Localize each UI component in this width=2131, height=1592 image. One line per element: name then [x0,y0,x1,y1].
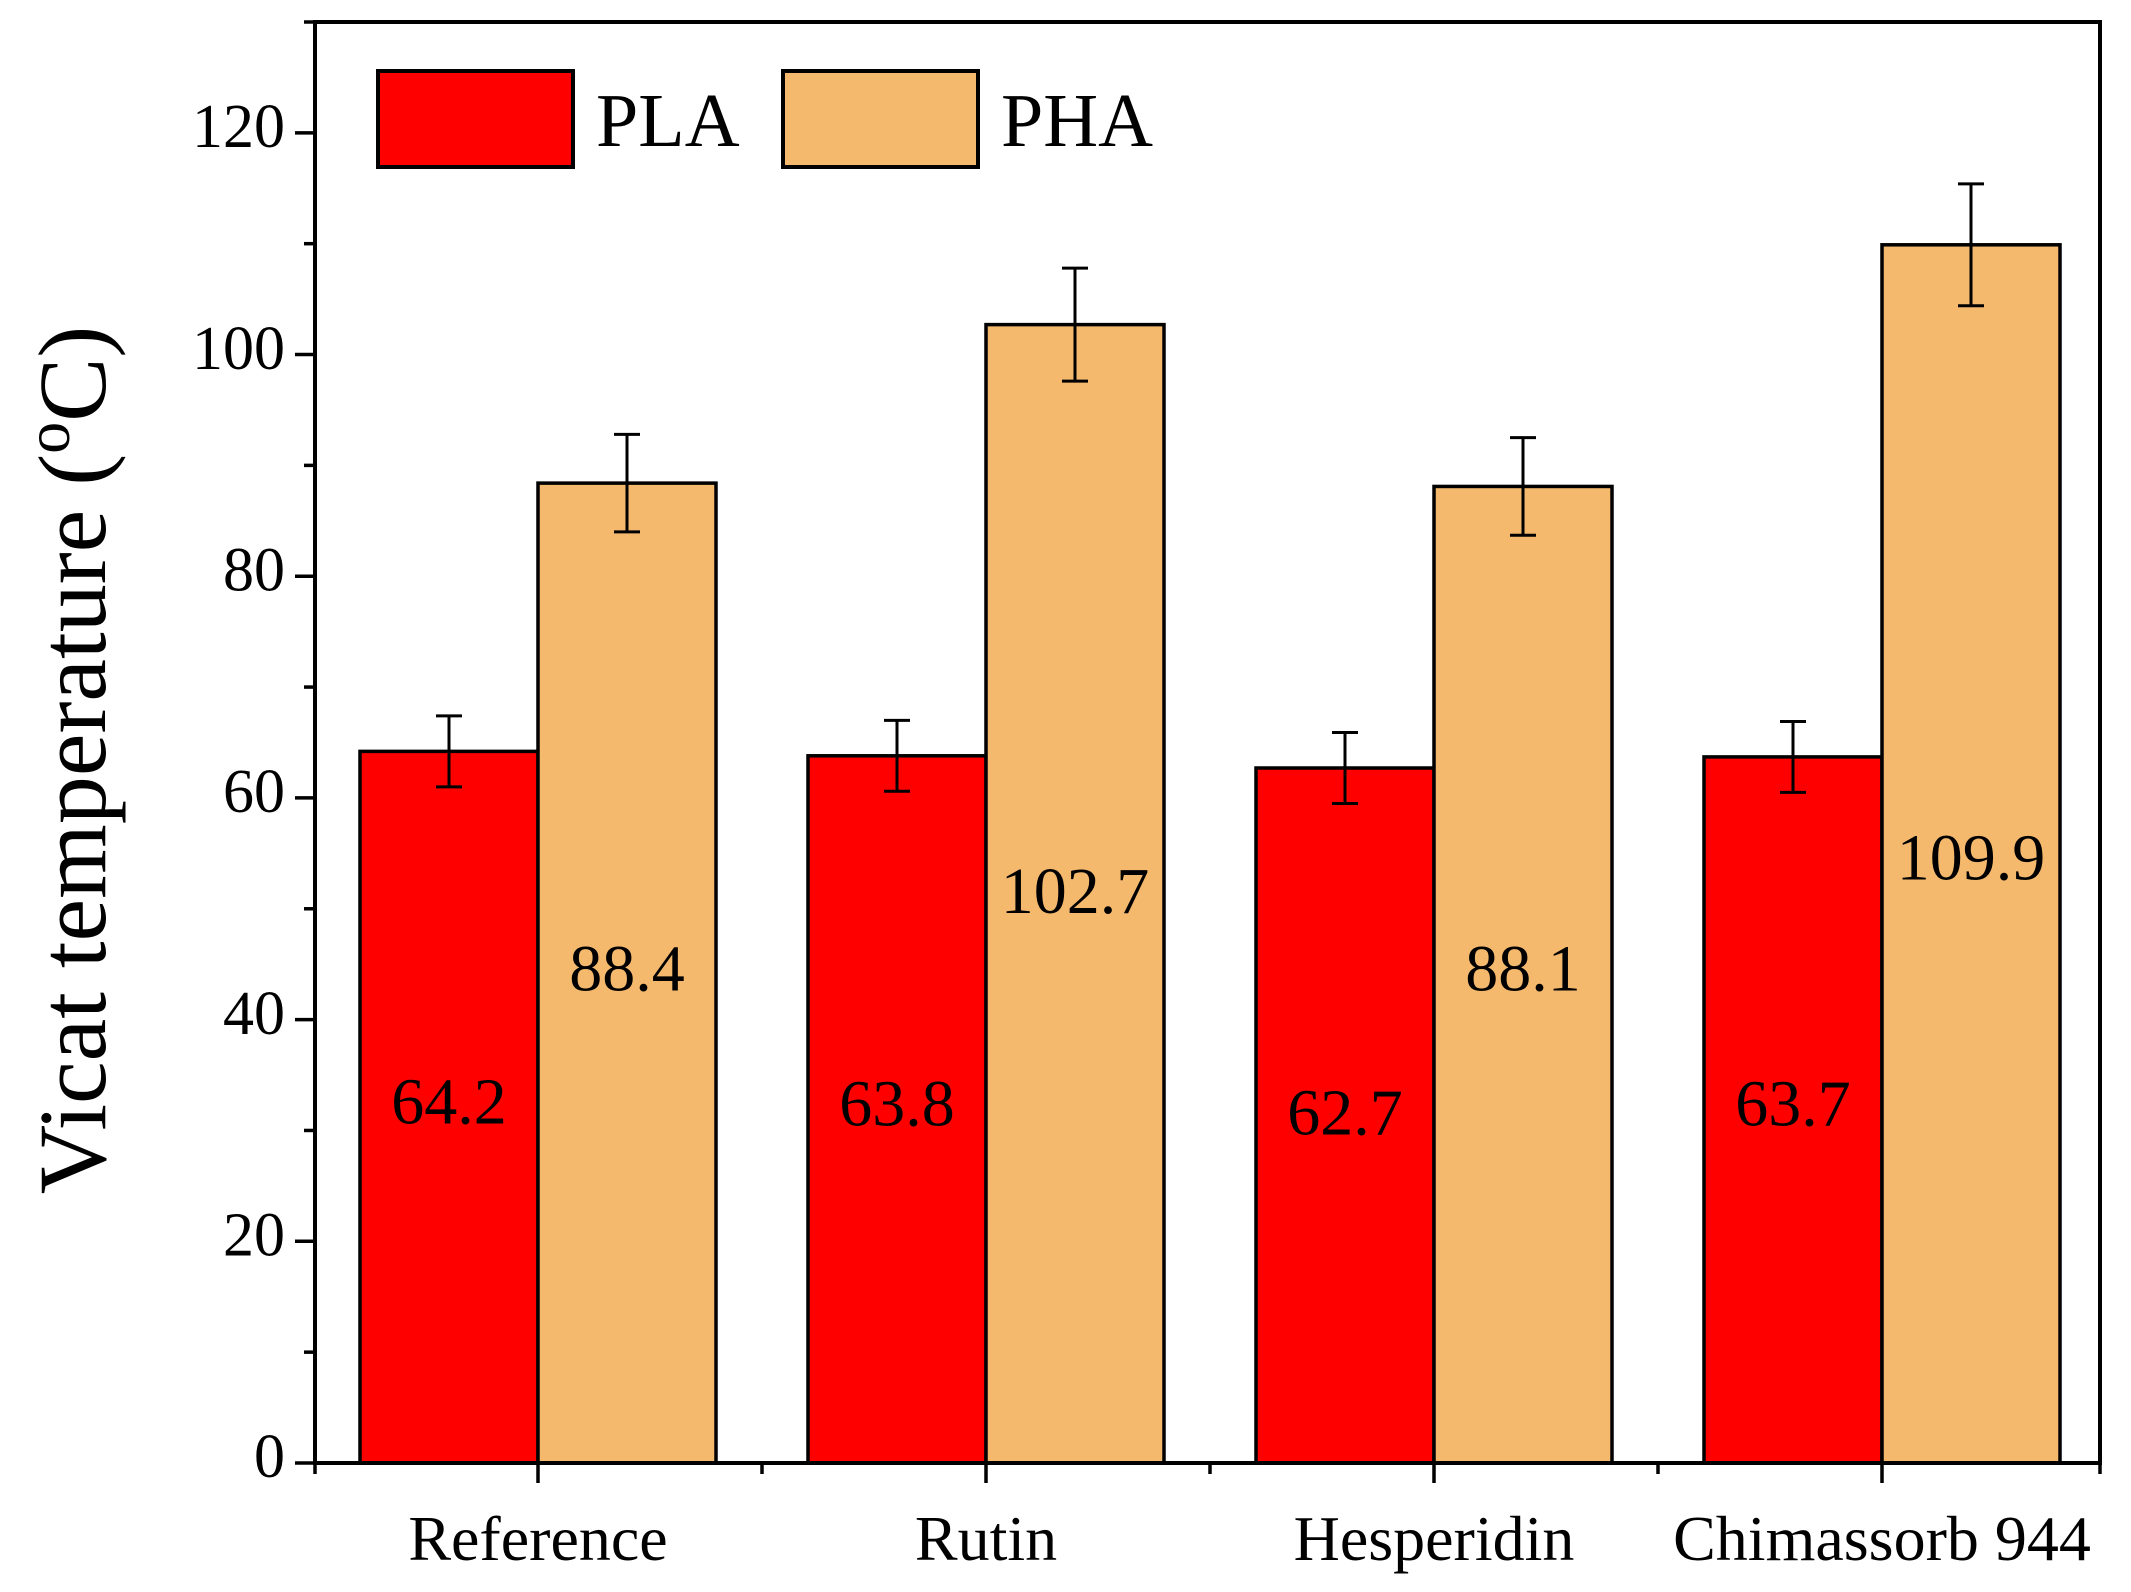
value-label-pla-1: 63.8 [839,1068,955,1141]
x-tick-label-0: Reference [408,1503,667,1574]
bar-pla-3 [1702,755,1884,1465]
error-bar-pha-0 [614,432,640,534]
legend-swatch-pla [376,69,575,169]
y-tick-label-120: 120 [192,93,285,161]
value-label-pla-3: 63.7 [1735,1068,1851,1141]
value-label-pha-1: 102.7 [1001,855,1150,928]
bar-pha-3 [1880,243,2062,1465]
y-axis-title-superscript: o [12,422,83,454]
legend: PLA PHA [376,69,1153,169]
axes-layer: 0 20 40 60 80 100 120 Reference Rutin Hesperidin C… [192,20,2102,1574]
error-bar-pla-0 [436,714,462,789]
value-labels-layer: 64.2 88.4 63.8 102.7 62.7 88.1 63.7 109.9 [391,822,2045,1150]
bar-pla-0 [358,749,540,1465]
x-tick-label-1: Rutin [915,1503,1057,1574]
y-axis-title-suffix: C) [19,326,126,422]
value-label-pha-0: 88.4 [569,932,685,1005]
error-bar-pha-1 [1062,266,1088,383]
y-axis-title-main: Vicat temperature ( [19,454,126,1194]
legend-label-pha: PHA [1001,79,1153,163]
y-tick-label-0: 0 [254,1423,285,1491]
error-bar-pla-2 [1332,731,1358,805]
x-tick-label-3: Chimassorb 944 [1673,1503,2091,1574]
legend-label-pla: PLA [596,79,740,163]
value-label-pha-3: 109.9 [1897,822,2046,895]
y-tick-label-20: 20 [223,1202,285,1270]
error-bar-pla-1 [884,718,910,793]
error-bar-pla-3 [1780,719,1806,794]
value-label-pla-0: 64.2 [391,1065,507,1138]
value-label-pla-2: 62.7 [1287,1077,1403,1150]
y-tick-label-60: 60 [223,758,285,826]
bars-layer [358,182,2062,1465]
x-tick-label-2: Hesperidin [1294,1503,1575,1574]
plot-frame [313,20,2102,1465]
value-label-pha-2: 88.1 [1465,932,1581,1005]
error-bar-pha-3 [1958,182,1984,308]
legend-swatch-pha [781,69,980,169]
y-axis-title: Vicat temperature (oC) [12,326,126,1194]
y-tick-label-40: 40 [223,980,285,1048]
error-bar-pha-2 [1510,436,1536,537]
y-tick-label-80: 80 [223,536,285,604]
y-tick-label-100: 100 [192,315,285,383]
